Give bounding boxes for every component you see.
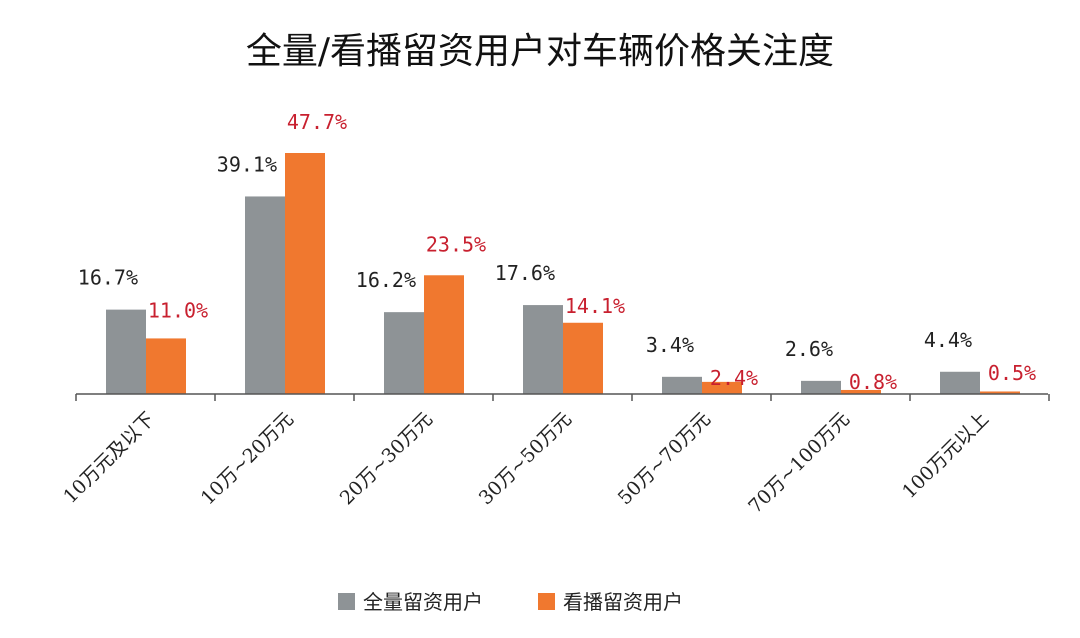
legend-swatch-live-users <box>538 593 555 610</box>
data-label: 2.4% <box>710 366 758 390</box>
plot-area: 16.7% 11.0% 39.1% 47.7% 16.2% 23.5% 17.6% 14.1%… <box>59 110 1050 518</box>
data-label: 39.1% <box>217 152 277 176</box>
data-label: 14.1% <box>565 294 625 318</box>
x-tick-label: 50万~70万元 <box>614 408 715 509</box>
bar-full-users <box>662 376 702 394</box>
x-tick-label: 30万~50万元 <box>475 408 576 509</box>
data-label: 0.8% <box>849 370 897 394</box>
bar-live-users <box>146 338 186 394</box>
legend-label-full-users: 全量留资用户 <box>363 590 483 614</box>
data-label: 2.6% <box>785 337 833 361</box>
chart-title: 全量/看播留资用户对车辆价格关注度 <box>246 31 834 72</box>
x-tick-label: 100万元以上 <box>898 408 993 503</box>
bar-full-users <box>106 309 146 394</box>
data-label: 0.5% <box>988 361 1036 385</box>
bar-full-users <box>940 371 980 394</box>
data-label: 47.7% <box>287 110 347 134</box>
bar-live-users <box>563 322 603 394</box>
bar-full-users <box>801 380 841 394</box>
bar-full-users <box>245 196 285 394</box>
x-tick-label: 20万~30万元 <box>336 408 437 509</box>
x-tick-label: 70万~100万元 <box>744 408 854 518</box>
bar-live-users <box>841 389 881 394</box>
data-label: 23.5% <box>426 232 486 256</box>
x-tick-label: 10万元及以下 <box>59 408 159 508</box>
bar-full-users <box>523 305 563 394</box>
data-label: 11.0% <box>148 299 208 323</box>
bar-live-users <box>980 391 1020 394</box>
legend-swatch-full-users <box>338 593 355 610</box>
bar-live-users <box>424 275 464 394</box>
data-label: 4.4% <box>924 328 972 352</box>
data-label: 3.4% <box>646 333 694 357</box>
legend-label-live-users: 看播留资用户 <box>563 590 683 614</box>
data-label: 17.6% <box>495 261 555 285</box>
x-tick-label: 10万~20万元 <box>197 408 298 509</box>
legend: 全量留资用户 看播留资用户 <box>338 590 683 614</box>
bar-full-users <box>384 312 424 394</box>
data-label: 16.2% <box>356 268 416 292</box>
bar-live-users <box>702 381 742 394</box>
bar-live-users <box>285 153 325 394</box>
data-label: 16.7% <box>78 266 138 290</box>
